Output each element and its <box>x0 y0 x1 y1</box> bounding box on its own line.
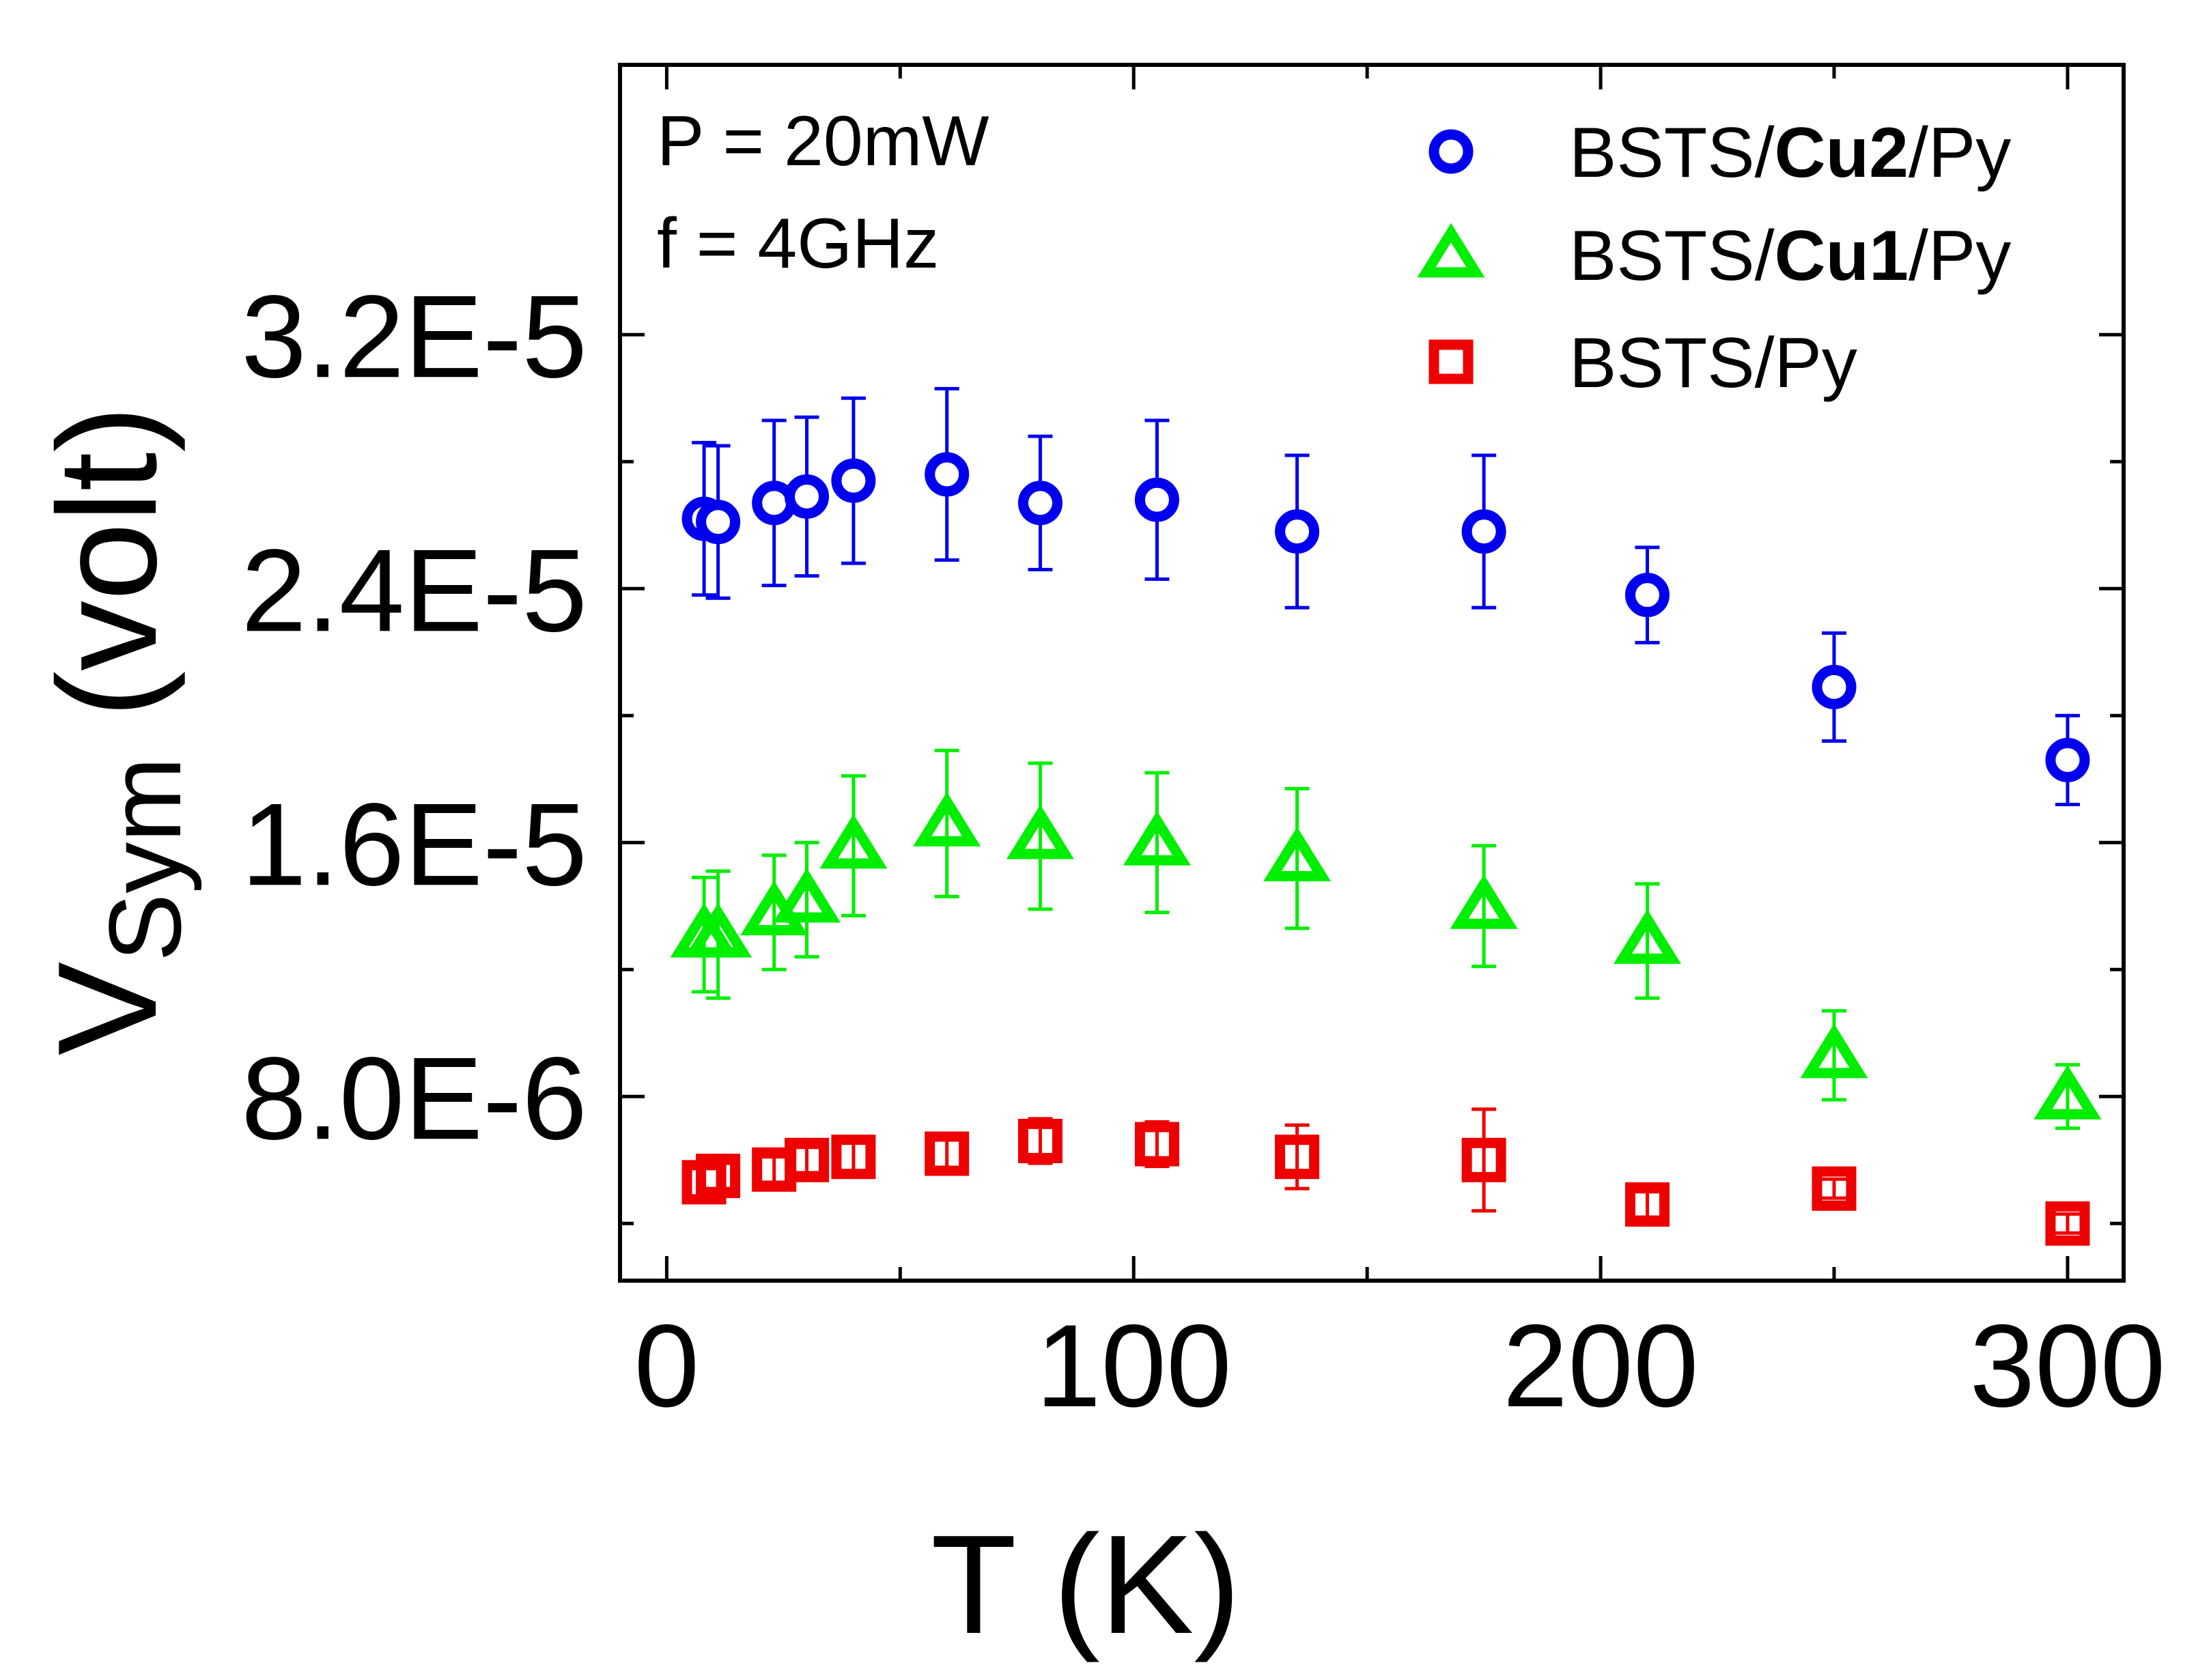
annotation-frequency: f = 4GHz <box>657 204 939 283</box>
data-point <box>773 868 841 923</box>
legend-item-bsts-cu1-py: BSTS/Cu1/Py <box>1417 216 2011 296</box>
y-tick-label: 3.2E-5 <box>241 271 587 402</box>
data-point <box>1624 573 1670 618</box>
data-point <box>1461 509 1506 554</box>
y-tick-label: 8.0E-6 <box>241 1033 587 1164</box>
data-point <box>1624 1182 1670 1227</box>
data-point <box>1812 664 1857 709</box>
legend-marker <box>1417 223 1485 278</box>
data-point <box>785 1137 830 1182</box>
data-point <box>1800 1023 1868 1079</box>
marker-fill <box>1635 582 1660 608</box>
data-point <box>1134 1122 1179 1167</box>
legend-label-part: /Py <box>1909 216 2011 296</box>
marker-fill <box>1472 519 1497 544</box>
data-point <box>1006 804 1074 859</box>
x-tick-label: 200 <box>1503 1300 1699 1432</box>
legend-item-bsts-cu2-py: BSTS/Cu2/Py <box>1428 113 2011 193</box>
data-point <box>925 1131 970 1176</box>
data-point <box>1613 909 1681 964</box>
series-bsts-cu2-py <box>681 386 2090 806</box>
x-axis-title: T (K) <box>931 1506 1241 1663</box>
marker-fill <box>761 490 787 515</box>
data-point <box>1017 481 1062 526</box>
annotations: P = 20mW f = 4GHz <box>657 102 989 283</box>
marker-fill <box>2055 748 2080 773</box>
data-point <box>1134 477 1179 522</box>
marker-fill <box>841 468 866 494</box>
y-tick-label: 2.4E-5 <box>241 525 587 656</box>
marker-fill <box>1028 490 1053 515</box>
legend-label-part: BSTS/ <box>1569 113 1775 193</box>
y-axis-title-unit: (volt) <box>29 405 186 757</box>
data-point <box>913 792 981 846</box>
series-bsts-py <box>681 1107 2090 1246</box>
data-point <box>2045 1201 2090 1246</box>
x-tick-label: 300 <box>1969 1300 2165 1432</box>
marker-fill <box>1144 487 1170 513</box>
data-point <box>925 452 970 497</box>
marker-fill <box>934 461 959 487</box>
marker-fill <box>1284 519 1310 544</box>
data-point <box>2045 737 2090 782</box>
data-point <box>684 902 752 958</box>
data-point <box>696 1154 741 1199</box>
data-point <box>1263 827 1332 882</box>
data-point <box>819 814 888 869</box>
x-tick-label: 0 <box>634 1300 700 1432</box>
x-tick-label: 100 <box>1036 1300 1232 1432</box>
legend-label-part: BSTS/ <box>1569 216 1775 296</box>
data-point <box>831 458 876 503</box>
data-point <box>1461 1137 1506 1182</box>
plot-layer <box>670 386 2102 1246</box>
data-point <box>1123 811 1191 866</box>
data-point <box>1450 874 1518 929</box>
y-axis-title: VSym (volt) <box>29 405 202 1055</box>
marker-fill <box>794 484 819 509</box>
legend-label: BSTS/Cu2/Py <box>1569 113 2011 193</box>
legend-marker <box>1428 129 1474 174</box>
legend-marker <box>1428 339 1474 384</box>
annotation-power: P = 20mW <box>657 102 989 181</box>
y-axis-title-main: V <box>29 962 186 1055</box>
series-bsts-cu1-py <box>670 748 2102 1130</box>
data-point <box>696 500 741 545</box>
data-point <box>1275 1135 1320 1180</box>
data-point <box>831 1135 876 1180</box>
data-point <box>2033 1065 2102 1120</box>
legend-label-bold: Cu1 <box>1775 216 1909 296</box>
y-tick-label: 1.6E-5 <box>241 779 587 910</box>
y-axis-title-sub: Sym <box>87 757 202 962</box>
data-point <box>785 474 830 519</box>
legend-label: BSTS/Cu1/Py <box>1569 216 2011 296</box>
legend-label-part: BSTS/Py <box>1569 324 1857 403</box>
marker-fill <box>1822 674 1847 700</box>
data-point <box>1812 1166 1857 1211</box>
legend-item-bsts-py: BSTS/Py <box>1428 324 1857 403</box>
plot-frame <box>618 63 2126 1283</box>
data-point <box>1275 509 1320 554</box>
axes-layer: 0 100 200 300 8.0E-6 1.6E-5 2.4E-5 3.2E-5 <box>241 63 2165 1432</box>
legend-label-bold: Cu2 <box>1775 113 1909 193</box>
legend-label-part: /Py <box>1909 113 2011 193</box>
marker-fill <box>705 509 731 535</box>
legend-label: BSTS/Py <box>1569 324 1857 403</box>
data-point <box>1017 1118 1062 1163</box>
